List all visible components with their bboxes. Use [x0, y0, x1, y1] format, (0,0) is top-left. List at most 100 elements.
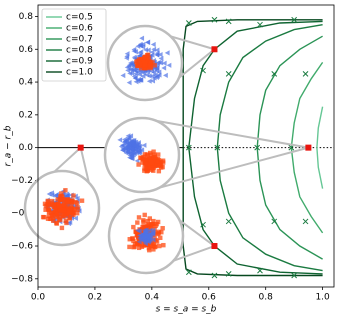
inset-cluster [117, 133, 166, 174]
particle [153, 163, 158, 168]
particle [154, 52, 160, 58]
particle [151, 218, 156, 224]
particle [143, 47, 148, 53]
particle [59, 191, 64, 196]
particle [133, 79, 139, 85]
particle [152, 157, 158, 162]
particle [145, 168, 150, 173]
particle [145, 233, 151, 239]
particle [149, 73, 155, 79]
particle [164, 50, 170, 56]
particle [48, 210, 54, 215]
particle [145, 39, 150, 46]
particle [140, 41, 146, 48]
highlight-point [77, 144, 84, 151]
particle [142, 54, 148, 60]
particle [132, 242, 138, 247]
particle [135, 241, 140, 247]
particle [67, 219, 73, 226]
particle [145, 218, 151, 224]
particle [151, 149, 156, 154]
particle [155, 219, 161, 225]
particle [135, 62, 141, 67]
particle [159, 229, 164, 235]
particle [146, 237, 152, 243]
particle [138, 65, 144, 71]
particle [136, 215, 142, 220]
particle [133, 49, 138, 55]
cross-marker [225, 18, 232, 25]
particle [142, 212, 147, 218]
particle [129, 155, 134, 162]
particle [144, 152, 150, 157]
particle [140, 160, 145, 165]
particle [56, 217, 62, 222]
y-tick-label: 0.4 [19, 78, 34, 88]
particle [140, 224, 145, 230]
particle [132, 143, 137, 149]
particle [150, 237, 156, 243]
particle [143, 159, 148, 165]
particle [43, 207, 48, 212]
particle [56, 211, 61, 216]
particle [154, 65, 160, 71]
y-tick-label: 0.8 [19, 12, 34, 22]
particle [160, 160, 166, 165]
particle [136, 239, 142, 245]
particle [66, 198, 72, 203]
particle [136, 228, 142, 234]
particle [120, 147, 125, 153]
particle [129, 66, 134, 72]
particle [142, 166, 147, 171]
cross-marker [185, 269, 192, 276]
particle [142, 63, 148, 68]
x-tick-label: 0.0 [31, 293, 46, 303]
particle [145, 47, 151, 53]
highlight-point [305, 144, 312, 151]
particle [158, 165, 164, 170]
cross-marker [288, 144, 295, 151]
legend-label: c=0.9 [66, 57, 93, 67]
particle [131, 238, 136, 244]
cross-marker [291, 272, 298, 279]
inset-connector [140, 117, 309, 149]
particle [156, 69, 162, 75]
y-axis-label: r_a − r_b [4, 125, 14, 166]
legend-label: c=0.7 [66, 35, 93, 45]
particle [53, 207, 58, 212]
curve [316, 106, 324, 189]
cross-marker [225, 218, 232, 225]
particle [64, 220, 69, 226]
particle [130, 149, 136, 156]
particle [127, 244, 132, 250]
particle [146, 78, 152, 84]
cross-marker [302, 218, 309, 225]
particle [128, 133, 134, 139]
particle [68, 210, 74, 215]
particle [152, 63, 157, 68]
particle [59, 196, 64, 202]
particle [154, 222, 159, 227]
particle [70, 199, 75, 205]
particle [133, 68, 139, 74]
inset-cluster [40, 188, 85, 231]
particle [126, 141, 132, 147]
particle [132, 244, 137, 249]
particle [156, 168, 162, 174]
cross-marker [200, 221, 206, 228]
particle [42, 201, 48, 207]
particle [160, 226, 165, 231]
cross-marker [302, 71, 309, 77]
particle [58, 203, 63, 208]
particle [42, 214, 47, 220]
particle [124, 51, 130, 57]
particle [152, 244, 158, 250]
particle [136, 245, 142, 251]
particle [131, 137, 137, 144]
particle [139, 35, 145, 41]
legend-label: c=0.8 [66, 46, 93, 56]
particle [121, 139, 127, 145]
particle [156, 152, 161, 157]
particle [46, 199, 51, 204]
particle [49, 198, 55, 204]
